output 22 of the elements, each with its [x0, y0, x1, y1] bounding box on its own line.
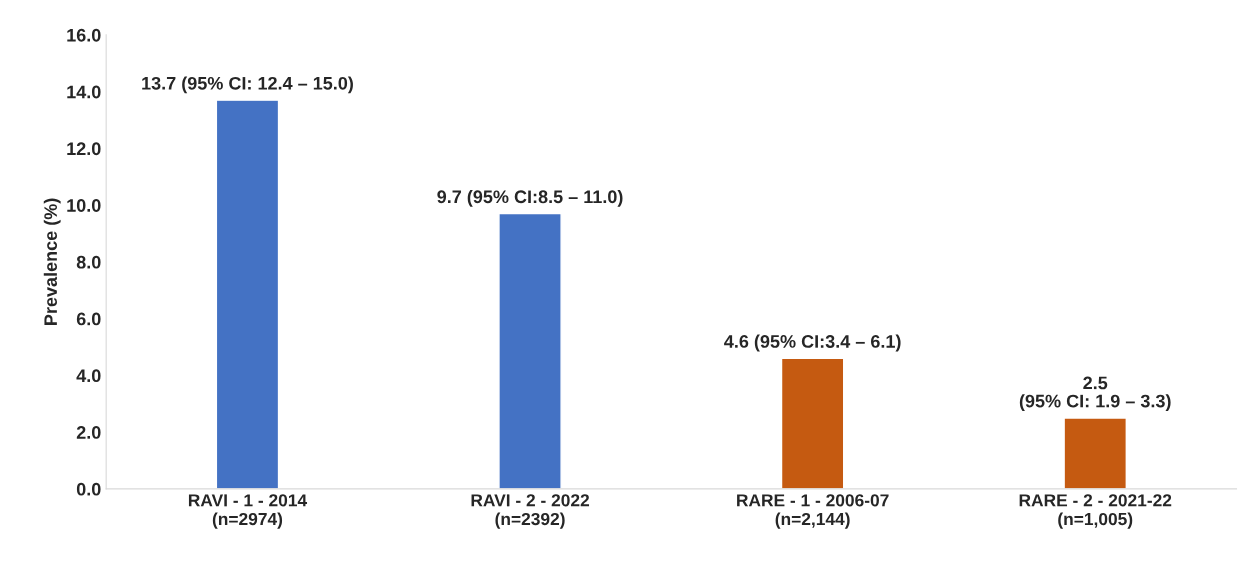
data-label: 4.6 (95% CI:3.4 – 6.1): [724, 334, 901, 352]
y-tick-label: 10.0: [67, 199, 101, 212]
data-label: 13.7 (95% CI: 12.4 – 15.0): [142, 76, 353, 94]
x-tick-label: RARE - 2 - 2021-22 (n=1,005): [1019, 494, 1172, 529]
y-tick-label: 2.0: [76, 426, 101, 439]
bar: [215, 99, 280, 489]
y-tick-label: 8.0: [76, 255, 101, 269]
y-tick-label: 16.0: [67, 28, 101, 42]
bar: [780, 357, 845, 489]
y-tick-label: 4.0: [76, 369, 101, 383]
data-label: 2.5 (95% CI: 1.9 – 3.3): [1019, 376, 1171, 411]
x-tick-label: RAVI - 2 - 2022 (n=2392): [471, 494, 590, 529]
data-label: 9.7 (95% CI:8.5 – 11.0): [437, 189, 623, 207]
y-tick-label: 0.0: [76, 482, 101, 496]
y-tick-label: 14.0: [67, 85, 101, 99]
y-tick-label: 6.0: [76, 312, 101, 326]
x-tick-label: RARE - 1 - 2006-07 (n=2,144): [737, 494, 889, 529]
x-tick-label: RAVI - 1 - 2014 (n=2974): [188, 494, 308, 529]
bar: [1063, 417, 1127, 489]
y-axis-title: Prevalence (%): [43, 198, 61, 325]
bar: [498, 212, 562, 489]
y-tick-label: 12.0: [67, 142, 101, 156]
